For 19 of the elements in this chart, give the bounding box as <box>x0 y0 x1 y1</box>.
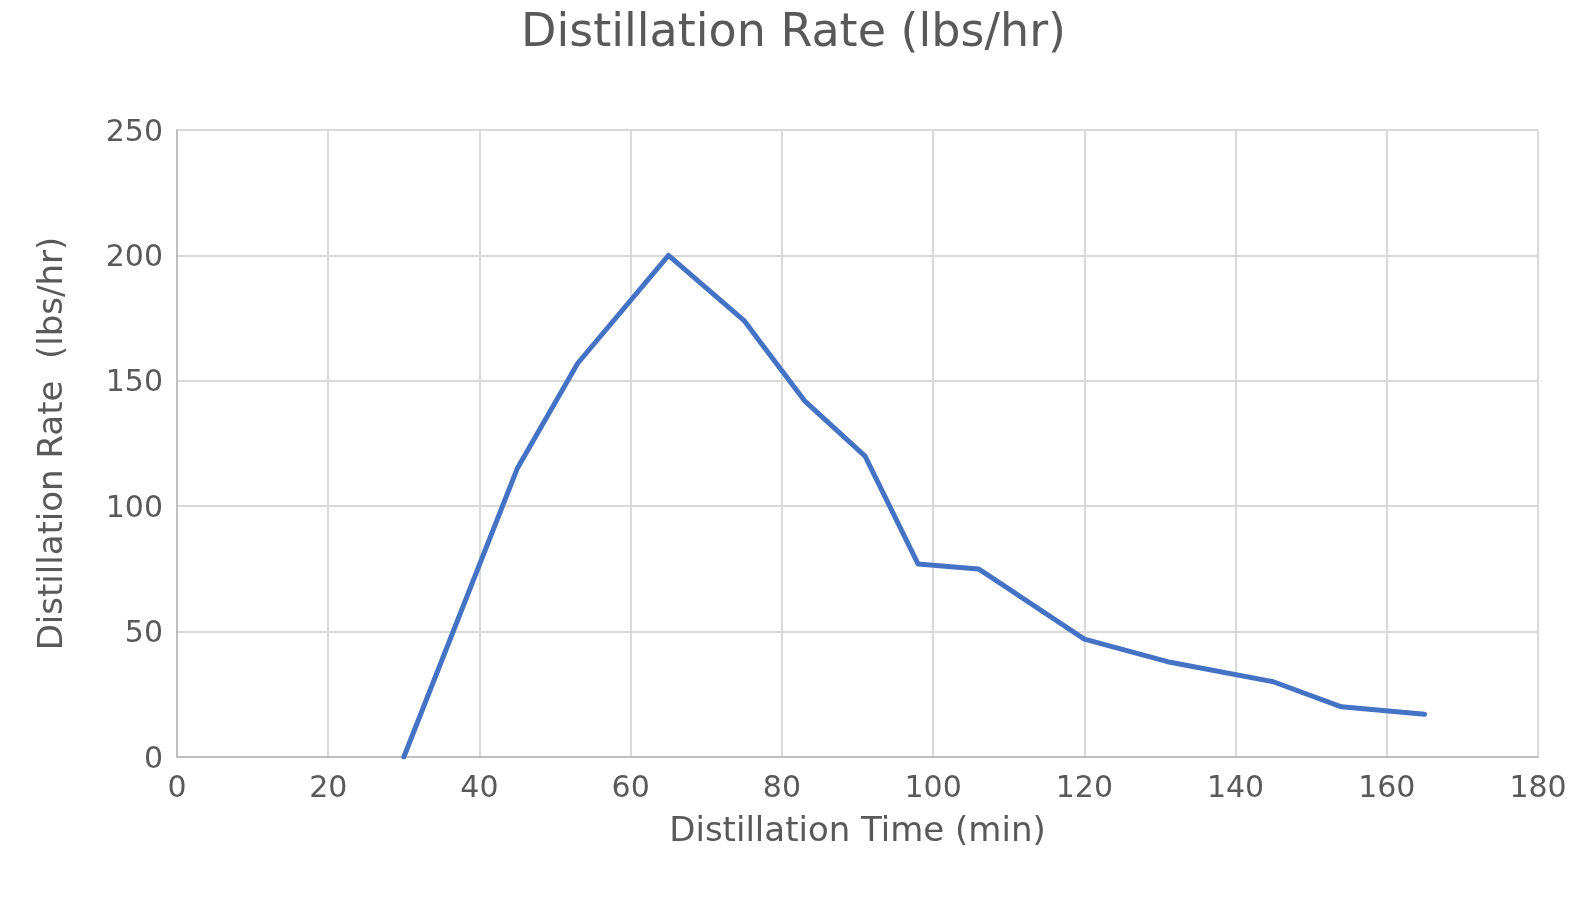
x-tick-label: 20 <box>309 768 348 804</box>
x-tick-label: 180 <box>1509 768 1567 804</box>
y-tick-label: 150 <box>105 363 163 399</box>
chart-title: Distillation Rate (lbs/hr) <box>521 3 1066 57</box>
x-tick-label: 60 <box>611 768 650 804</box>
y-tick-label: 50 <box>124 614 163 650</box>
x-tick-label: 160 <box>1358 768 1416 804</box>
y-tick-label: 200 <box>105 237 163 273</box>
x-axis-title: Distillation Time (min) <box>669 809 1046 849</box>
x-tick-label: 100 <box>904 768 962 804</box>
x-tick-label: 140 <box>1206 768 1265 804</box>
x-tick-label: 80 <box>762 768 801 804</box>
x-tick-label: 40 <box>460 768 499 804</box>
x-tick-label: 0 <box>167 768 187 804</box>
y-axis-title: Distillation Rate (lbs/hr) <box>30 236 70 651</box>
x-tick-label: 120 <box>1055 768 1113 804</box>
y-tick-label: 100 <box>105 488 163 524</box>
y-tick-label: 0 <box>143 739 163 775</box>
y-tick-label: 250 <box>105 112 163 148</box>
